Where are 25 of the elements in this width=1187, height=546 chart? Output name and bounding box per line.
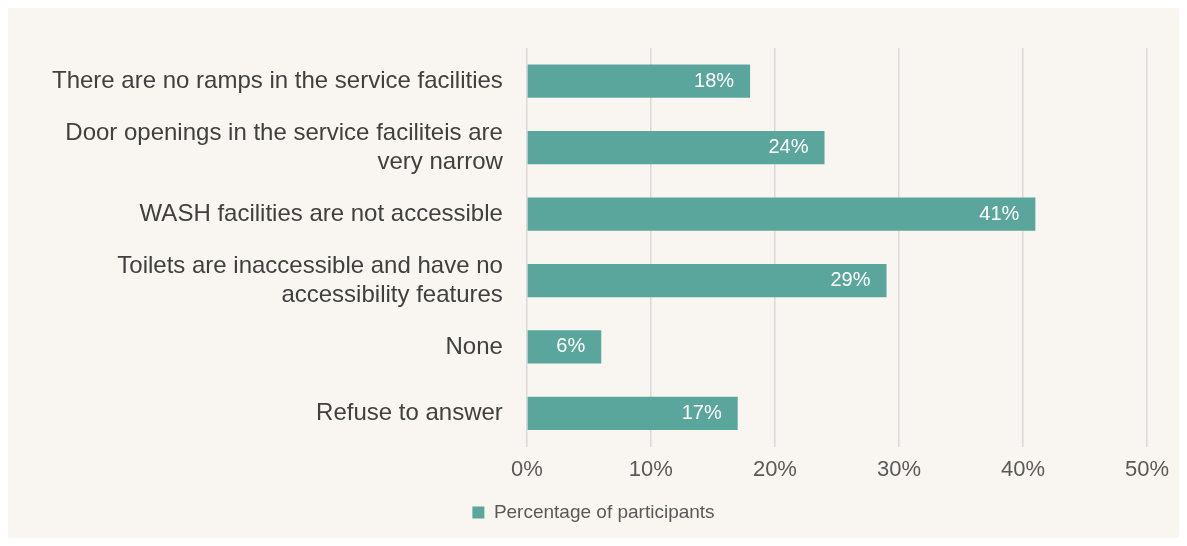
x-tick-label: 40% xyxy=(1000,455,1045,481)
x-tick-label: 10% xyxy=(628,455,673,481)
legend-label: Percentage of participants xyxy=(493,500,715,522)
y-tick-label: Toilets are inaccessible and have no accessibility features xyxy=(117,250,503,307)
data-label: 29% xyxy=(830,268,871,291)
x-tick-label: 20% xyxy=(752,455,797,481)
bar xyxy=(527,396,738,430)
bar xyxy=(527,263,887,298)
data-label: 18% xyxy=(694,68,735,91)
y-tick-label: Door openings in the service faciliteis are very narrow xyxy=(65,117,504,174)
x-tick-label: 0% xyxy=(510,455,543,481)
y-tick-label: Refuse to answer xyxy=(316,398,503,426)
data-label: 6% xyxy=(556,334,586,357)
bar xyxy=(527,131,825,165)
bar xyxy=(527,330,602,364)
data-label: 17% xyxy=(681,400,722,423)
bar xyxy=(527,197,1036,231)
data-label: 24% xyxy=(768,135,809,158)
bar xyxy=(527,64,751,98)
y-tick-label: None xyxy=(445,331,503,359)
y-tick-label: WASH facilities are not accessible xyxy=(139,198,503,226)
x-tick-label: 30% xyxy=(876,455,921,481)
y-tick-label: There are no ramps in the service facilities xyxy=(52,65,503,93)
data-label: 41% xyxy=(979,201,1020,224)
x-tick-label: 50% xyxy=(1124,455,1170,481)
